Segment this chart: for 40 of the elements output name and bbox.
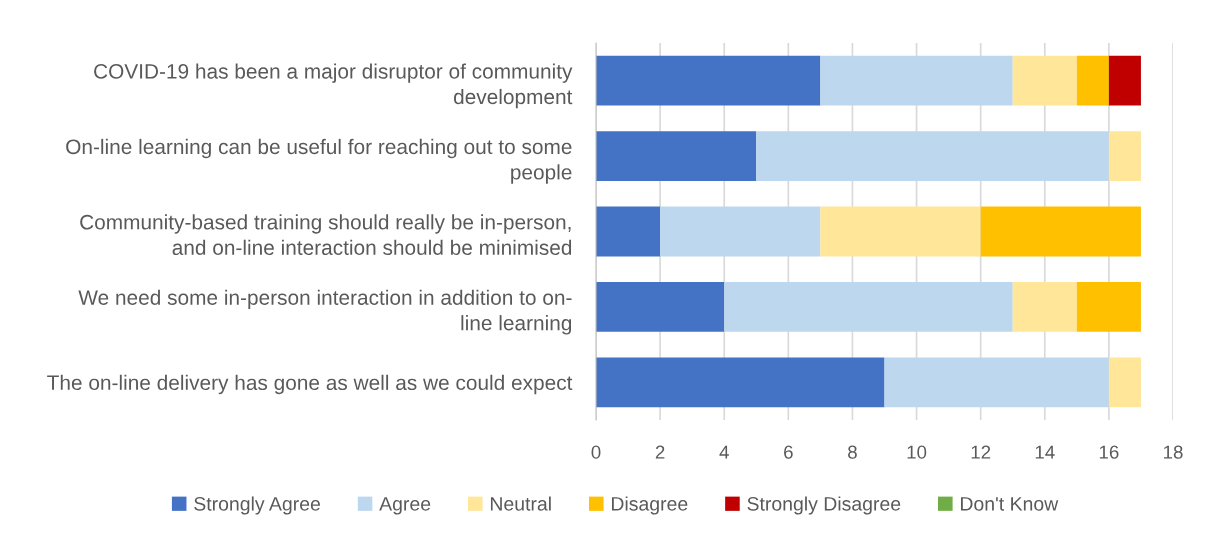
x-tick-label: 2 (655, 445, 665, 459)
legend-label: Disagree (611, 496, 688, 515)
bar (596, 131, 757, 181)
bar (820, 55, 1013, 106)
y-tick-label: On-line learning can be useful for reaching out to some people (66, 138, 572, 184)
x-tick-label: 8 (848, 445, 857, 459)
y-tick-label: We need some in-person interaction in addition to on- line learning (78, 289, 572, 335)
x-tick-label: 18 (1164, 445, 1183, 459)
x-tick-label: 4 (719, 445, 729, 459)
y-tick-label: The on-line delivery has gone as well as we could expect (47, 374, 573, 395)
y-tick-label: COVID-19 has been a major disruptor of community development (94, 63, 573, 109)
bar (596, 55, 821, 106)
bar (660, 206, 821, 257)
legend-label: Don't Know (961, 497, 1059, 511)
bar (596, 357, 885, 408)
bar (1076, 55, 1109, 106)
bar (980, 206, 1141, 257)
legend-label: Agree (379, 497, 431, 515)
legend-label: Neutral (490, 496, 551, 511)
bar (1012, 282, 1077, 332)
bar (1108, 357, 1141, 408)
bar (724, 282, 1013, 332)
bar (756, 131, 1109, 181)
bar (596, 206, 661, 257)
bar (596, 282, 725, 332)
bar (1108, 55, 1141, 106)
x-tick-label: 6 (784, 445, 793, 459)
bar (1076, 282, 1141, 332)
y-tick-label: Community-based training should really be in-person, and on-line interaction should be minimised (80, 214, 572, 255)
x-tick-label: 16 (1099, 445, 1119, 459)
bar (884, 357, 1109, 408)
x-tick-label: 0 (591, 445, 601, 459)
legend-label: Strongly Agree (194, 496, 320, 515)
x-tick-label: 14 (1035, 445, 1055, 459)
legend-label: Strongly Disagree (747, 496, 901, 515)
x-tick-label: 10 (907, 445, 927, 459)
bar (820, 206, 981, 257)
bar (1012, 55, 1077, 106)
x-tick-label: 12 (971, 445, 991, 459)
bar (1108, 131, 1141, 181)
